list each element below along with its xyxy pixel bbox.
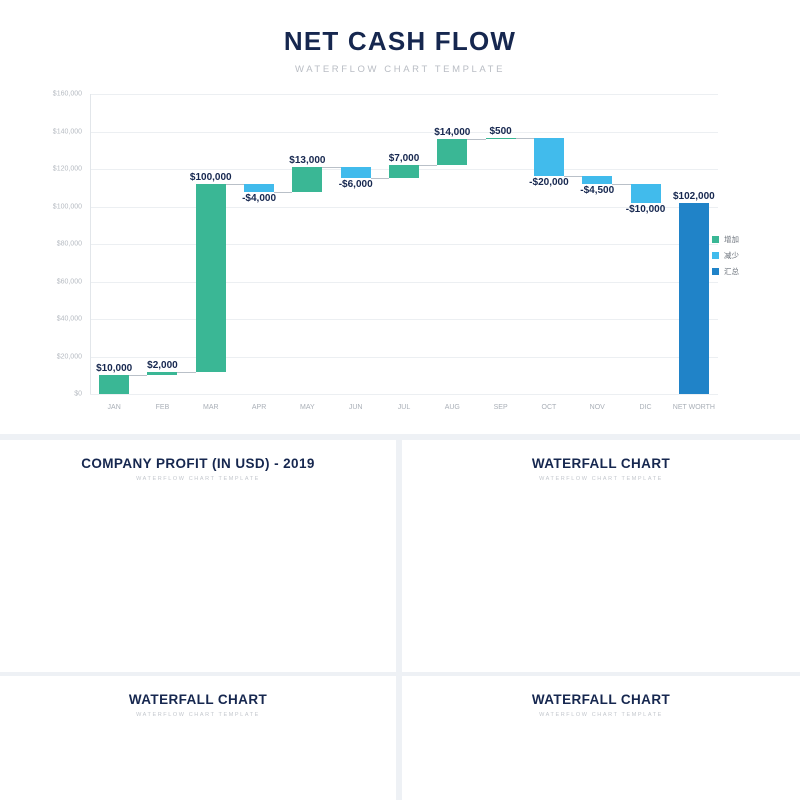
- y-axis-tick: $140,000: [52, 128, 82, 135]
- data-label: $500: [489, 126, 512, 138]
- x-axis-tick: NET WORTH: [672, 404, 715, 411]
- waterfall-small-subtitle: WATERFLOW CHART TEMPLATE: [539, 712, 663, 718]
- gridline: [90, 319, 718, 320]
- legend-swatch-increase-icon: [712, 236, 719, 243]
- data-label: -$20,000: [529, 176, 569, 188]
- bar-decrease[interactable]: [340, 167, 371, 179]
- waterfall-monthly-title: WATERFALL CHART: [531, 456, 671, 471]
- bar-decrease[interactable]: [630, 184, 661, 203]
- data-label: $102,000: [672, 190, 715, 202]
- main-chart-legend: 增加 减少 汇总: [712, 234, 739, 277]
- gridline: [90, 244, 718, 245]
- connector-line: [274, 191, 293, 193]
- connector-line: [612, 184, 631, 185]
- data-label: $13,000: [289, 155, 326, 167]
- page-title: NET CASH FLOW: [283, 26, 517, 56]
- bar-decrease[interactable]: [582, 175, 613, 184]
- x-axis-tick: JUN: [348, 404, 363, 411]
- bar-increase[interactable]: [437, 139, 468, 166]
- waterfall-monthly-panel: WATERFALL CHART WATERFLOW CHART TEMPLATE…: [402, 440, 800, 672]
- x-axis-tick: APR: [251, 404, 267, 411]
- bar-decrease[interactable]: [533, 138, 564, 176]
- bar-decrease[interactable]: [244, 184, 275, 192]
- y-axis-tick: $120,000: [52, 165, 82, 173]
- y-axis-tick: $0: [74, 390, 82, 398]
- waterfall-decline-subtitle: WATERFLOW CHART TEMPLATE: [136, 712, 260, 718]
- connector-line: [129, 375, 148, 377]
- x-axis-tick: MAR: [202, 404, 219, 411]
- connector-line: [563, 175, 583, 177]
- data-label: -$10,000: [625, 203, 666, 215]
- x-axis-tick: DIC: [639, 404, 652, 411]
- gridline: [90, 281, 718, 283]
- bar-increase[interactable]: [147, 371, 178, 376]
- data-label: -$4,000: [242, 192, 277, 204]
- connector-line: [418, 165, 438, 167]
- data-label: -$4,500: [580, 185, 615, 196]
- connector-line: [515, 138, 534, 140]
- bar-increase[interactable]: [485, 138, 516, 140]
- legend-label-increase: 增加: [724, 235, 739, 244]
- bar-increase[interactable]: [389, 165, 419, 179]
- y-axis-tick: $160,000: [52, 90, 82, 98]
- net-cash-flow-chart: $0 $20,000 $40,000 $60,000 $80,000 $100,000 $1…: [28, 82, 728, 422]
- y-axis-tick: $40,000: [56, 315, 82, 323]
- waterfall-decline-title: WATERFALL CHART: [128, 692, 268, 707]
- y-axis-tick: $80,000: [56, 240, 82, 248]
- data-label: $2,000: [147, 359, 178, 371]
- bar-increase[interactable]: [99, 375, 130, 394]
- gridline: [90, 356, 718, 358]
- connector-line: [370, 178, 389, 180]
- data-label: $100,000: [189, 172, 232, 183]
- company-profit-subtitle: WATERFLOW CHART TEMPLATE: [136, 476, 260, 482]
- bar-total[interactable]: [678, 202, 709, 394]
- x-axis-tick: SEP: [493, 404, 508, 411]
- connector-line: [467, 139, 486, 140]
- bar-increase[interactable]: [292, 167, 323, 192]
- x-axis-tick: NOV: [589, 404, 605, 411]
- y-axis-tick: $100,000: [52, 203, 82, 210]
- legend-label-decrease: 减少: [724, 251, 739, 260]
- y-axis-tick: $60,000: [56, 278, 82, 285]
- gridline: [90, 206, 718, 208]
- connector-line: [177, 371, 196, 373]
- x-axis-tick: MAY: [300, 404, 315, 411]
- x-axis-tick: JUL: [397, 404, 411, 411]
- connector-line: [225, 184, 245, 185]
- data-label: $14,000: [434, 127, 471, 138]
- legend-label-total: 汇总: [724, 267, 739, 276]
- data-label: -$6,000: [338, 179, 373, 191]
- waterfall-small-title: WATERFALL CHART: [531, 692, 671, 707]
- gridline: [90, 94, 718, 95]
- company-profit-panel: COMPANY PROFIT (IN USD) - 2019 WATERFLOW…: [0, 440, 396, 672]
- company-profit-title: COMPANY PROFIT (IN USD) - 2019: [81, 456, 315, 471]
- waterfall-small-panel: WATERFALL CHART WATERFLOW CHART TEMPLATE…: [402, 676, 800, 800]
- waterfall-decline-panel: WATERFALL CHART WATERFLOW CHART TEMPLATE…: [0, 676, 396, 800]
- data-label: $10,000: [96, 363, 133, 375]
- connector-line: [322, 167, 341, 169]
- x-axis-tick: FEB: [155, 404, 170, 411]
- gridline: [90, 131, 718, 133]
- y-axis-tick: $20,000: [56, 353, 82, 360]
- bar-increase[interactable]: [195, 184, 226, 372]
- waterfall-monthly-subtitle: WATERFLOW CHART TEMPLATE: [539, 476, 663, 482]
- legend-swatch-decrease-icon: [712, 252, 719, 259]
- x-axis-tick: OCT: [541, 404, 557, 411]
- legend-item-increase[interactable]: 增加: [712, 234, 739, 245]
- legend-item-decrease[interactable]: 减少: [712, 250, 739, 261]
- legend-item-total[interactable]: 汇总: [712, 266, 739, 277]
- x-axis-tick: AUG: [444, 404, 460, 411]
- gridline: [90, 394, 718, 395]
- legend-swatch-total-icon: [712, 268, 719, 275]
- main-chart-panel: NET CASH FLOW WATERFLOW CHART TEMPLATE $…: [0, 0, 800, 434]
- page-subtitle: WATERFLOW CHART TEMPLATE: [294, 64, 506, 75]
- data-label: $7,000: [388, 153, 420, 165]
- y-axis-line: [90, 94, 91, 394]
- x-axis-tick: JAN: [107, 404, 121, 411]
